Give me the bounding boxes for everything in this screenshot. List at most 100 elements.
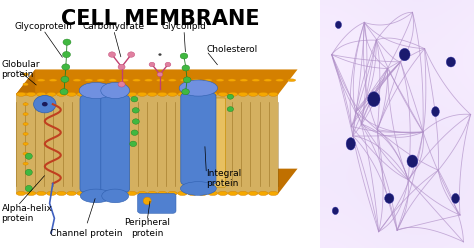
Ellipse shape (137, 191, 147, 195)
Ellipse shape (23, 123, 28, 125)
Ellipse shape (192, 79, 200, 82)
Ellipse shape (77, 191, 86, 195)
Ellipse shape (198, 191, 208, 195)
Ellipse shape (147, 191, 157, 195)
Ellipse shape (46, 191, 56, 195)
Text: Channel protein: Channel protein (50, 229, 123, 238)
Ellipse shape (145, 79, 153, 82)
Ellipse shape (218, 191, 228, 195)
Ellipse shape (118, 64, 125, 70)
Ellipse shape (25, 153, 32, 159)
Ellipse shape (61, 76, 69, 82)
Text: Glycoprotein: Glycoprotein (14, 22, 72, 31)
Ellipse shape (79, 82, 113, 99)
FancyBboxPatch shape (137, 193, 176, 213)
Ellipse shape (165, 62, 171, 67)
Ellipse shape (62, 64, 70, 70)
Ellipse shape (87, 191, 97, 195)
Ellipse shape (127, 92, 137, 96)
Ellipse shape (87, 92, 97, 96)
Ellipse shape (132, 119, 139, 124)
Ellipse shape (336, 21, 341, 29)
Ellipse shape (67, 92, 76, 96)
Ellipse shape (85, 79, 93, 82)
Ellipse shape (238, 92, 248, 96)
Ellipse shape (63, 52, 71, 58)
Ellipse shape (60, 89, 68, 95)
FancyBboxPatch shape (181, 93, 216, 185)
Ellipse shape (16, 191, 26, 195)
Ellipse shape (56, 191, 66, 195)
Ellipse shape (37, 79, 45, 82)
Ellipse shape (102, 189, 128, 203)
Ellipse shape (227, 94, 234, 99)
Ellipse shape (268, 92, 278, 96)
Text: Peripheral
protein: Peripheral protein (124, 218, 170, 238)
Ellipse shape (23, 162, 28, 165)
Ellipse shape (452, 193, 459, 203)
Ellipse shape (117, 92, 127, 96)
Ellipse shape (147, 92, 157, 96)
Ellipse shape (36, 92, 46, 96)
Ellipse shape (264, 79, 272, 82)
Ellipse shape (137, 92, 147, 96)
Ellipse shape (399, 48, 410, 61)
Ellipse shape (36, 191, 46, 195)
Ellipse shape (156, 79, 164, 82)
Polygon shape (16, 69, 35, 193)
Ellipse shape (181, 182, 216, 195)
Polygon shape (16, 69, 298, 94)
Ellipse shape (120, 79, 129, 82)
Ellipse shape (248, 92, 258, 96)
Ellipse shape (23, 132, 28, 135)
Ellipse shape (288, 79, 296, 82)
Text: Globular
protein: Globular protein (1, 60, 40, 79)
Ellipse shape (118, 82, 125, 87)
Ellipse shape (228, 79, 236, 82)
Ellipse shape (240, 79, 248, 82)
Ellipse shape (23, 93, 28, 96)
Polygon shape (16, 169, 298, 193)
Text: Carbohydrate: Carbohydrate (82, 22, 145, 31)
Ellipse shape (25, 169, 32, 176)
Ellipse shape (127, 191, 137, 195)
Ellipse shape (46, 92, 56, 96)
Ellipse shape (128, 52, 135, 57)
Ellipse shape (42, 102, 48, 106)
Ellipse shape (258, 92, 268, 96)
Ellipse shape (258, 191, 268, 195)
Ellipse shape (158, 53, 162, 56)
Ellipse shape (23, 83, 28, 86)
Ellipse shape (27, 92, 36, 96)
Ellipse shape (228, 191, 238, 195)
Ellipse shape (23, 142, 28, 145)
Ellipse shape (268, 191, 278, 195)
Ellipse shape (180, 53, 188, 59)
Ellipse shape (204, 79, 212, 82)
Ellipse shape (34, 95, 56, 113)
Ellipse shape (23, 103, 28, 106)
Ellipse shape (275, 79, 284, 82)
Ellipse shape (385, 193, 394, 203)
Ellipse shape (208, 191, 218, 195)
Ellipse shape (432, 107, 439, 117)
Ellipse shape (109, 79, 117, 82)
Ellipse shape (16, 92, 26, 96)
Ellipse shape (332, 207, 338, 215)
Ellipse shape (107, 191, 117, 195)
Ellipse shape (168, 191, 177, 195)
Ellipse shape (346, 138, 356, 150)
Ellipse shape (180, 79, 188, 82)
Ellipse shape (27, 191, 36, 195)
Ellipse shape (182, 65, 190, 71)
Ellipse shape (447, 57, 456, 67)
Ellipse shape (157, 191, 167, 195)
Ellipse shape (25, 186, 32, 192)
Ellipse shape (218, 92, 228, 96)
Ellipse shape (61, 79, 69, 82)
Ellipse shape (143, 197, 151, 205)
Ellipse shape (97, 92, 107, 96)
FancyBboxPatch shape (101, 95, 129, 192)
Ellipse shape (188, 191, 197, 195)
Ellipse shape (130, 141, 137, 147)
